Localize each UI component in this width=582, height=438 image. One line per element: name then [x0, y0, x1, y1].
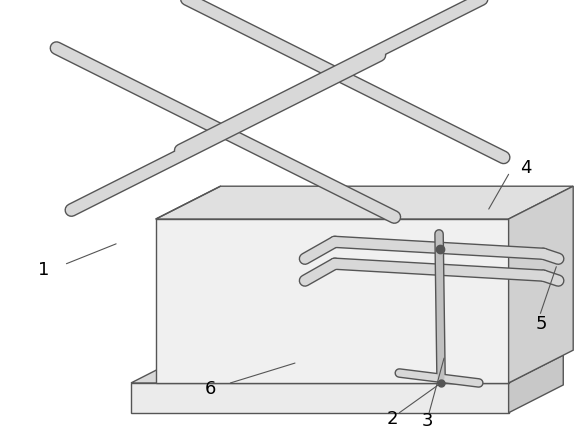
Text: 6: 6: [205, 379, 216, 397]
Text: 4: 4: [520, 159, 531, 177]
Polygon shape: [131, 383, 509, 413]
Polygon shape: [509, 187, 573, 383]
Polygon shape: [156, 187, 573, 219]
Text: 5: 5: [535, 314, 547, 332]
Text: 2: 2: [386, 409, 398, 427]
Polygon shape: [156, 219, 509, 383]
Text: 3: 3: [421, 411, 433, 429]
Text: 1: 1: [38, 260, 49, 278]
Polygon shape: [509, 355, 563, 413]
Polygon shape: [131, 355, 563, 383]
